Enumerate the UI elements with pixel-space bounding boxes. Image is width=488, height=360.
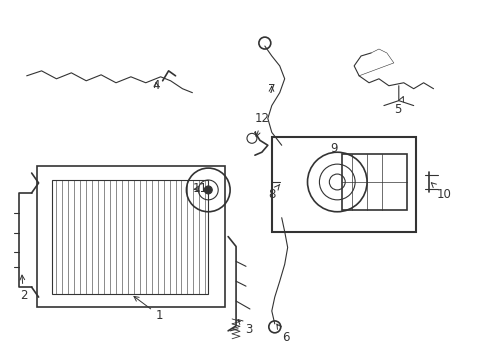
Text: 2: 2	[20, 275, 27, 302]
Text: 1: 1	[134, 296, 163, 322]
Text: 9: 9	[330, 142, 337, 155]
Bar	[51, 180, 208, 294]
Text: 8: 8	[267, 184, 279, 201]
Text: 3: 3	[238, 320, 252, 336]
Text: 5: 5	[393, 96, 403, 116]
Text: 12: 12	[254, 112, 269, 137]
Circle shape	[204, 186, 212, 194]
Bar	[271, 137, 415, 231]
Text: 10: 10	[430, 183, 450, 201]
Text: 7: 7	[267, 83, 275, 96]
Bar	[342, 154, 406, 210]
Bar	[37, 166, 224, 307]
Text: 6: 6	[276, 324, 288, 344]
Text: 4: 4	[152, 79, 160, 92]
Text: 11: 11	[192, 182, 207, 195]
